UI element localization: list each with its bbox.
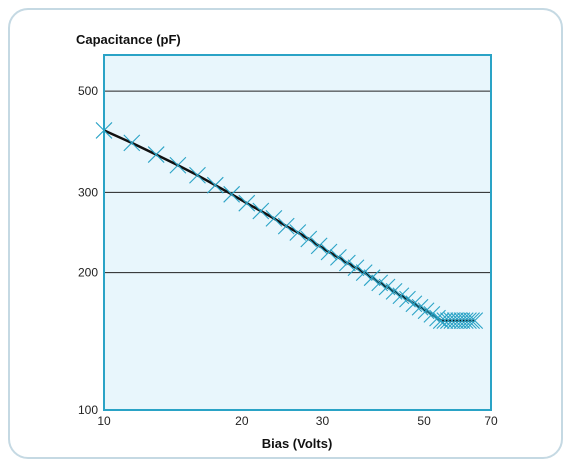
x-tick-label: 20 xyxy=(235,414,249,428)
x-tick-label: 30 xyxy=(316,414,330,428)
data-point-marker xyxy=(405,295,423,313)
data-point-marker xyxy=(450,312,468,330)
data-point-marker xyxy=(371,274,389,292)
data-point-marker xyxy=(223,185,241,203)
data-point-marker xyxy=(423,306,441,323)
data-point-marker xyxy=(330,249,347,266)
data-point-marker xyxy=(123,134,141,152)
x-tick-label: 10 xyxy=(97,414,111,428)
x-tick-label: 70 xyxy=(484,414,498,428)
data-point-marker xyxy=(252,202,270,220)
data-point-marker xyxy=(417,302,435,320)
data-point-marker xyxy=(320,243,338,261)
y-tick-labels: 100 200 300 500 xyxy=(78,84,98,417)
data-point-marker xyxy=(265,210,283,227)
x-tick-labels: 10 20 30 50 70 xyxy=(97,414,498,428)
x-tick-label: 50 xyxy=(417,414,431,428)
gridlines xyxy=(104,90,491,274)
data-point-marker xyxy=(277,217,295,235)
data-point-marker xyxy=(189,166,206,184)
y-tick-label: 100 xyxy=(78,403,98,417)
data-point-marker xyxy=(355,264,373,282)
data-point-marker xyxy=(463,312,481,330)
data-point-marker xyxy=(300,230,318,248)
series-markers xyxy=(95,122,484,330)
data-point-marker xyxy=(460,312,477,330)
x-axis-title: Bias (Volts) xyxy=(262,436,333,451)
y-axis-title: Capacitance (pF) xyxy=(76,32,181,47)
data-point-marker xyxy=(338,254,356,272)
plot-border xyxy=(103,54,492,411)
data-point-marker xyxy=(238,194,256,212)
data-point-marker xyxy=(429,309,446,327)
data-point-marker xyxy=(206,176,224,194)
y-tick-label: 500 xyxy=(78,84,98,98)
y-tick-label: 300 xyxy=(78,185,98,199)
data-point-marker xyxy=(363,269,381,287)
data-point-marker xyxy=(466,312,484,330)
data-point-marker xyxy=(147,146,165,163)
data-point-marker xyxy=(169,156,187,174)
data-point-marker xyxy=(310,237,328,255)
data-point-marker xyxy=(289,224,307,241)
data-point-marker xyxy=(456,312,474,330)
data-point-marker xyxy=(347,259,365,277)
data-point-marker xyxy=(411,298,429,316)
y-tick-label: 200 xyxy=(78,266,98,280)
data-point-marker xyxy=(453,312,471,330)
